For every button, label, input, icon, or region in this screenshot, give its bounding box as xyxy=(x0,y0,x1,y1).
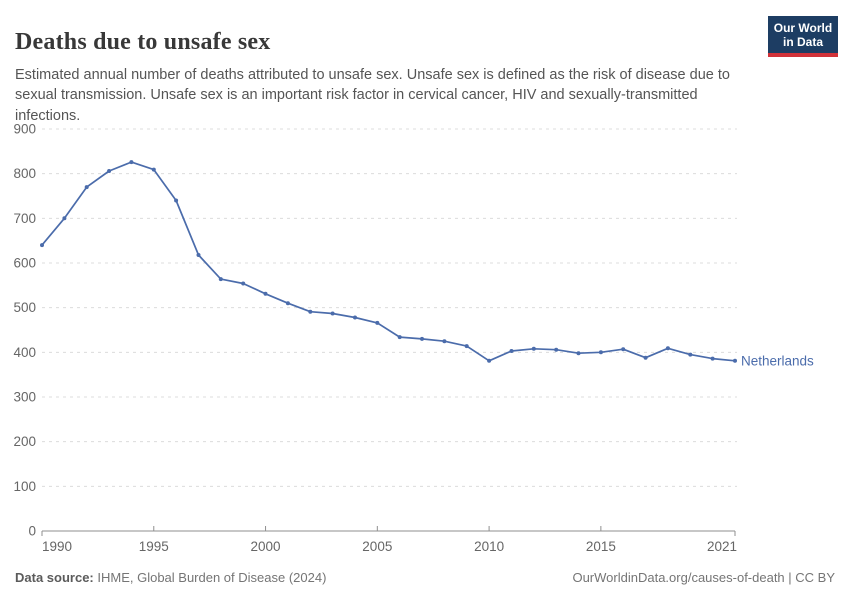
data-point-1990 xyxy=(40,243,44,248)
y-tick-label-400: 400 xyxy=(13,345,36,360)
data-point-1992 xyxy=(84,185,89,190)
data-point-2012 xyxy=(531,346,536,351)
credit-link[interactable]: OurWorldinData.org/causes-of-death | CC … xyxy=(572,570,835,585)
data-point-2017 xyxy=(643,355,648,360)
x-tick-label-2010: 2010 xyxy=(474,539,504,554)
y-tick-label-300: 300 xyxy=(13,390,36,405)
y-tick-label-800: 800 xyxy=(13,166,36,181)
data-source-text: IHME, Global Burden of Disease (2024) xyxy=(93,570,327,585)
y-tick-label-0: 0 xyxy=(28,524,36,539)
owid-logo[interactable]: Our World in Data xyxy=(768,16,838,58)
y-tick-label-500: 500 xyxy=(13,300,36,315)
owid-logo-line2: in Data xyxy=(782,35,823,50)
data-point-2013 xyxy=(554,347,559,352)
owid-logo-line1: Our World xyxy=(773,21,833,35)
data-point-1993 xyxy=(107,169,112,173)
data-point-1997 xyxy=(196,253,201,257)
x-tick-label-2000: 2000 xyxy=(251,539,281,554)
data-point-2019 xyxy=(688,352,693,357)
data-point-2011 xyxy=(509,349,514,353)
x-tick-label-2021: 2021 xyxy=(707,539,737,554)
series-end-label: Netherlands xyxy=(741,353,814,368)
data-point-2016 xyxy=(621,347,626,352)
data-point-2000 xyxy=(263,291,268,296)
data-source: Data source: IHME, Global Burden of Dise… xyxy=(15,570,326,585)
data-point-2006 xyxy=(397,335,402,340)
data-point-1995 xyxy=(151,167,156,172)
x-tick-label-2015: 2015 xyxy=(586,539,616,554)
x-tick-label-2005: 2005 xyxy=(362,539,392,554)
y-tick-label-600: 600 xyxy=(13,256,36,271)
data-point-1994 xyxy=(129,160,134,165)
data-point-1998 xyxy=(218,277,223,282)
x-tick-label-1990: 1990 xyxy=(42,539,72,554)
data-source-label: Data source: xyxy=(15,570,94,585)
data-point-2007 xyxy=(420,336,424,341)
data-point-2015 xyxy=(598,350,603,355)
data-point-1991 xyxy=(62,216,67,221)
data-point-2010 xyxy=(487,358,492,363)
x-tick-label-1995: 1995 xyxy=(139,539,169,554)
y-tick-label-100: 100 xyxy=(13,479,36,494)
data-point-2008 xyxy=(442,339,447,344)
data-point-1999 xyxy=(241,281,246,286)
data-point-2003 xyxy=(330,311,335,316)
data-point-2005 xyxy=(375,320,380,325)
y-tick-label-200: 200 xyxy=(13,434,36,449)
data-point-1996 xyxy=(174,198,179,203)
data-point-2001 xyxy=(285,301,290,306)
series-line-netherlands xyxy=(41,161,736,362)
data-point-2014 xyxy=(576,351,581,356)
y-tick-label-700: 700 xyxy=(13,211,36,226)
data-point-2018 xyxy=(665,346,670,351)
data-point-2004 xyxy=(353,315,357,320)
data-point-2009 xyxy=(464,344,469,349)
chart-footer: Data source: IHME, Global Burden of Dise… xyxy=(15,570,835,585)
line-chart: 0 100 200 300 400 500 600 700 800 900 1990 1995 2000… xyxy=(13,122,814,555)
chart-subtitle: Estimated annual number of deaths attrib… xyxy=(15,66,730,124)
data-point-2021 xyxy=(733,358,737,363)
data-point-2020 xyxy=(710,356,715,361)
data-point-2002 xyxy=(308,309,313,314)
y-tick-label-900: 900 xyxy=(13,122,36,137)
page-title: Deaths due to unsafe sex xyxy=(15,29,271,56)
